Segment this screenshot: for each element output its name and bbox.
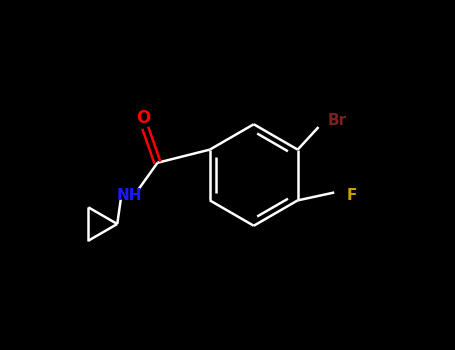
Text: O: O [136,109,151,127]
Text: F: F [347,189,357,203]
Text: NH: NH [117,189,142,203]
Text: Br: Br [327,113,346,128]
